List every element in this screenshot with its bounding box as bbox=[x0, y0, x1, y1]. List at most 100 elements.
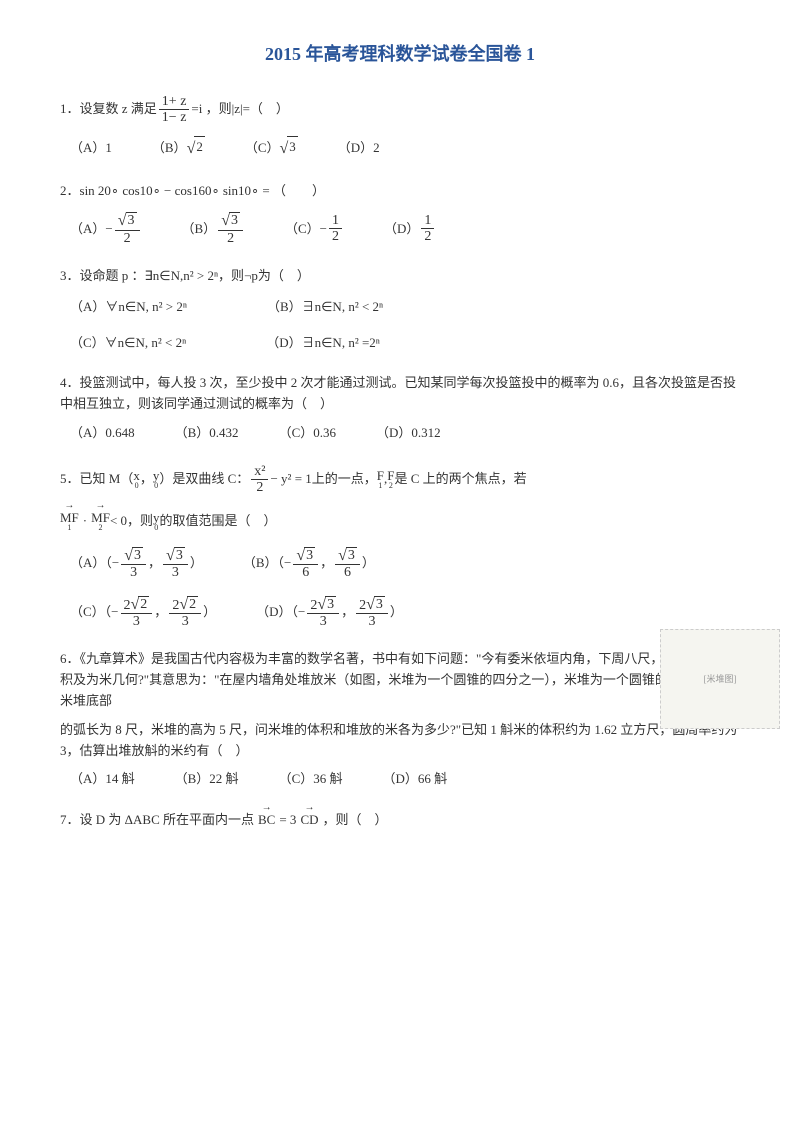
sqrt-icon: 3 bbox=[280, 136, 298, 162]
q3-opt-a: （A）∀n∈N, n² > 2ⁿ bbox=[70, 297, 187, 318]
t: 2 bbox=[172, 598, 179, 613]
q5-mf1: MF1 bbox=[60, 511, 79, 532]
d: 3 bbox=[179, 614, 192, 629]
q6-opt-b: （B）22 斛 bbox=[175, 769, 239, 790]
MF: MF bbox=[60, 511, 79, 524]
q5-f1: F1 bbox=[377, 469, 384, 490]
q7-bc: BC bbox=[258, 810, 275, 831]
q5-text-line1: 5． 已知 M（ x0 ， y0 ）是双曲线 C： x² 2 − y² = 1 … bbox=[60, 464, 740, 496]
q1-text-b: =i ，则|z|=（ ） bbox=[191, 99, 289, 120]
frac: 223 bbox=[121, 596, 153, 630]
frac: 223 bbox=[169, 596, 201, 630]
n: 23 bbox=[356, 596, 388, 615]
q5-f2: F2 bbox=[387, 469, 394, 490]
q1-c-rad: 3 bbox=[287, 136, 298, 158]
frac: 233 bbox=[307, 596, 339, 630]
close: ） bbox=[390, 602, 403, 623]
q4-text: 4．投篮测试中，每人投 3 次，至少投中 2 次才能通过测试。已知某同学每次投篮… bbox=[60, 373, 740, 415]
sqrt-icon: 3 bbox=[166, 547, 185, 565]
q6-body: 《九章算术》是我国古代内容极为丰富的数学名著，书中有如下问题："今有委米依垣内角… bbox=[60, 651, 739, 708]
r: 3 bbox=[374, 596, 385, 612]
q2-d-frac: 1 2 bbox=[421, 213, 434, 245]
q6-figure: [米堆图] bbox=[660, 629, 780, 729]
two: 2 bbox=[253, 480, 266, 495]
q3-negp: ¬p bbox=[244, 266, 258, 287]
q4-opt-a: （A）0.648 bbox=[70, 423, 135, 444]
q2-opt-c: （C） − 1 2 bbox=[285, 213, 344, 245]
question-5: 5． 已知 M（ x0 ， y0 ）是双曲线 C： x² 2 − y² = 1 … bbox=[60, 464, 740, 630]
q5-lt0: < 0 bbox=[110, 511, 127, 532]
q3-cond: n² > 2ⁿ bbox=[183, 266, 218, 287]
q1-opt-b: （B） 2 bbox=[152, 136, 205, 162]
q4-options: （A）0.648 （B）0.432 （C）0.36 （D）0.312 bbox=[70, 423, 740, 444]
r: 3 bbox=[346, 547, 357, 563]
q5-num: 5． bbox=[60, 469, 80, 490]
q5-text-f: 的取值范围是（ ） bbox=[160, 511, 277, 532]
q2-c-label: （C） bbox=[285, 219, 320, 240]
sqrt-icon: 2 bbox=[187, 136, 205, 162]
d: 3 bbox=[317, 614, 330, 629]
q1-text-a: 设复数 z 满足 bbox=[80, 99, 157, 120]
sqrt-icon: 3 bbox=[118, 212, 137, 230]
q6-opt-c: （C）36 斛 bbox=[279, 769, 343, 790]
t: 2 bbox=[359, 598, 366, 613]
sub: 2 bbox=[99, 524, 103, 532]
q2-options: （A） − 3 2 （B） 3 2 （C） − 1 2 （D） 1 bbox=[70, 212, 740, 246]
comma: ， bbox=[341, 602, 354, 623]
q1-c-label: （C） bbox=[245, 138, 280, 159]
n: 3 bbox=[163, 547, 188, 566]
q3-text-a: 设命题 p ： bbox=[80, 266, 145, 287]
q2-num: 2． bbox=[60, 181, 80, 202]
t: 2 bbox=[124, 598, 131, 613]
q6-text2: 的弧长为 8 尺，米堆的高为 5 尺，问米堆的体积和堆放的米各为多少?"已知 1… bbox=[60, 720, 740, 762]
q1-opt-d: （D）2 bbox=[338, 138, 380, 159]
frac: 33 bbox=[121, 547, 146, 581]
q1-options: （A）1 （B） 2 （C） 3 （D）2 bbox=[70, 136, 740, 162]
q7-text-b: ，则（ ） bbox=[323, 810, 388, 831]
q5-opt-b: （B）（− 36 ， 36 ） bbox=[243, 547, 375, 581]
neg-icon: − bbox=[105, 219, 112, 240]
r: 3 bbox=[325, 596, 336, 612]
sqrt-icon: 3 bbox=[317, 596, 336, 614]
q1-text: 1． 设复数 z 满足 1+ z 1− z =i ，则|z|=（ ） bbox=[60, 94, 740, 126]
q5-mf2: MF2 bbox=[91, 511, 110, 532]
r: 3 bbox=[174, 547, 185, 563]
q7-eq: = 3 bbox=[279, 810, 296, 831]
q5-text-line2: MF1 · MF2 < 0 ，则 y0 的取值范围是（ ） bbox=[60, 511, 740, 532]
r: 3 bbox=[304, 547, 315, 563]
q6-text: 6．《九章算术》是我国古代内容极为丰富的数学名著，书中有如下问题："今有委米依垣… bbox=[60, 649, 740, 711]
q5-text-b: ）是双曲线 C： bbox=[159, 469, 249, 490]
q7-cd: CD bbox=[300, 810, 318, 831]
neg-icon: − bbox=[320, 219, 327, 240]
q5-opt-d: （D）（− 233 ， 233 ） bbox=[256, 596, 403, 630]
q5-options-row1: （A）（− 33 ， 33 ） （B）（− 36 ， 36 ） bbox=[70, 547, 740, 581]
n: 3 bbox=[293, 547, 318, 566]
label: （A）（− bbox=[70, 553, 119, 574]
question-7: 7． 设 D 为 ΔABC 所在平面内一点 BC = 3 CD ，则（ ） bbox=[60, 810, 740, 831]
d: 3 bbox=[130, 614, 143, 629]
q1-b-rad: 2 bbox=[194, 136, 205, 158]
sqrt-icon: 3 bbox=[124, 547, 143, 565]
q2-opt-b: （B） 3 2 bbox=[182, 212, 245, 246]
comma: ， bbox=[320, 553, 333, 574]
q3-text: 3． 设命题 p ： ∃n∈N, n² > 2ⁿ ，则 ¬p 为（ ） bbox=[60, 266, 740, 287]
q4-opt-c: （C）0.36 bbox=[279, 423, 336, 444]
q2-c-num: 1 bbox=[329, 213, 342, 229]
q2-c-frac: 1 2 bbox=[329, 213, 342, 245]
sqrt-icon: 3 bbox=[221, 212, 240, 230]
sub: 1 bbox=[378, 482, 382, 490]
q5-text-c: 上的一点， bbox=[312, 469, 377, 490]
sqrt-icon: 2 bbox=[179, 596, 198, 614]
q5-text-e: ，则 bbox=[127, 511, 153, 532]
q2-b-frac: 3 2 bbox=[218, 212, 243, 246]
q5-options-row2: （C）（− 223 ， 223 ） （D）（− 233 ， 233 ） bbox=[70, 596, 740, 630]
q2-text: 2． sin 20∘ cos10∘ − cos160∘ sin10∘ = （ ） bbox=[60, 181, 740, 202]
question-4: 4．投篮测试中，每人投 3 次，至少投中 2 次才能通过测试。已知某同学每次投篮… bbox=[60, 373, 740, 443]
q3-opt-d: （D）∃n∈N, n² =2ⁿ bbox=[266, 333, 380, 354]
question-3: 3． 设命题 p ： ∃n∈N, n² > 2ⁿ ，则 ¬p 为（ ） （A）∀… bbox=[60, 266, 740, 353]
sub: 0 bbox=[135, 482, 139, 490]
q2-a-label: （A） bbox=[70, 219, 105, 240]
label: （B）（− bbox=[243, 553, 292, 574]
r: 3 bbox=[132, 547, 143, 563]
n: 22 bbox=[169, 596, 201, 615]
